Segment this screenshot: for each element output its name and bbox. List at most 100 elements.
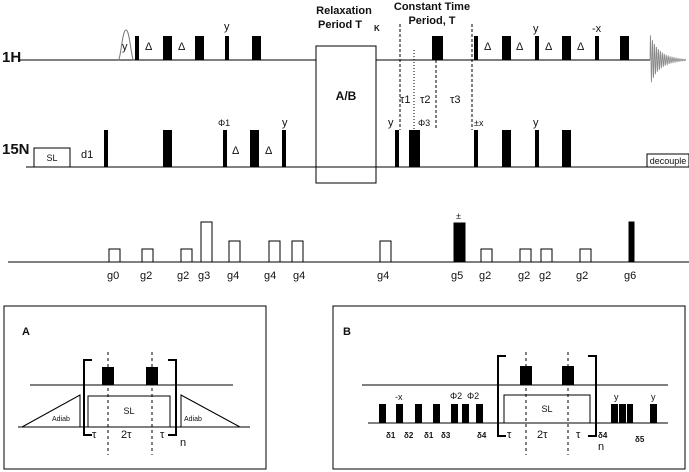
gradient-pulse-filled	[453, 222, 466, 263]
gradient-pm-label: ±	[456, 211, 461, 221]
panel-b-delta: δ1	[386, 431, 396, 440]
gradient-label: g2	[576, 270, 588, 282]
panel-b-n-pulse	[415, 404, 422, 423]
panel-b-n-pulse	[627, 404, 633, 423]
gradient-label: g2	[479, 270, 491, 282]
gradient-pulse	[519, 248, 532, 263]
panel-b-n-pulse	[611, 404, 618, 423]
h1-delta: Δ	[178, 41, 186, 53]
h1-pulse-90	[474, 36, 478, 60]
gradient-label: g4	[264, 270, 276, 282]
gradient-pulse	[180, 248, 193, 263]
gradient-label: g2	[539, 270, 551, 282]
n15-phase-y-b: y	[388, 117, 394, 129]
decouple-label: decouple	[650, 156, 687, 166]
n15-delta: Δ	[265, 145, 273, 157]
tau-1: τ1	[400, 94, 410, 106]
panel-b-y2: y	[651, 392, 656, 402]
h1-pulse-180	[252, 36, 261, 60]
gradient-pulse	[291, 240, 304, 263]
n15-pulse-180	[409, 130, 420, 167]
panel-b-delta: δ2	[404, 431, 414, 440]
panel-b-n-pulse	[462, 404, 469, 423]
n15-pulse-90	[282, 130, 286, 167]
panel-b-bracket-left	[497, 355, 506, 437]
relaxation-title-1: Relaxation	[316, 5, 372, 17]
h1-delta: Δ	[545, 41, 553, 53]
panel-a: A SL Adiab Adiab τ 2τ τ n	[3, 305, 267, 470]
h1-phase-minus-x: -x	[592, 23, 602, 35]
panel-b-tau-right: τ	[576, 429, 581, 441]
fid-signal	[649, 35, 687, 83]
panel-a-spin-lock	[87, 395, 171, 428]
panel-b-h-pulse	[562, 366, 574, 385]
panel-b-title: B	[343, 326, 351, 338]
panel-b-sl-label: SL	[541, 404, 552, 414]
gradient-label: g4	[377, 270, 389, 282]
gradient-label: g2	[177, 270, 189, 282]
gradient-pulse	[579, 248, 592, 263]
relaxation-subscript: K	[374, 24, 380, 33]
panel-b-n-pulse	[650, 404, 657, 423]
h1-phase-y2: y	[224, 21, 230, 33]
h1-pulse-90	[535, 36, 539, 60]
h1-phase-y3: y	[533, 23, 539, 35]
n15-pulse-180	[163, 130, 172, 167]
n15-pulse-90	[395, 130, 399, 167]
panel-b-frame	[332, 305, 686, 470]
gradient-label: g5	[451, 270, 463, 282]
h1-selective-pulse	[117, 29, 135, 61]
h1-pulse-90	[135, 36, 139, 60]
n15-channel-label: 15N	[2, 141, 30, 158]
panel-b-tau-left: τ	[507, 429, 512, 441]
panel-b-delta: δ1	[424, 431, 434, 440]
gradient-channel: ± g0 g2 g2 g3 g4 g4 g4 g4 g5 g2 g2 g2 g2…	[8, 211, 689, 282]
panel-a-two-tau: 2τ	[121, 429, 132, 441]
gradient-pulse	[540, 248, 553, 263]
panel-a-adiab-label-right: Adiab	[184, 416, 202, 423]
h1-pulse-180	[502, 36, 511, 60]
h1-pulse-180	[562, 36, 571, 60]
relaxation-block-label: A/B	[336, 89, 357, 103]
h1-delta: Δ	[145, 41, 153, 53]
n15-pulse-180	[250, 130, 259, 167]
gradient-label: g3	[198, 270, 210, 282]
panel-a-adiab-ramp-left	[21, 394, 81, 428]
panel-b-n-label: n	[598, 441, 604, 453]
decouple-box	[646, 153, 689, 168]
h1-channel-label: 1H	[2, 49, 21, 66]
panel-b-bracket-right	[588, 355, 597, 437]
panel-b-phi2a: Φ2	[450, 391, 462, 401]
panel-b-n-pulse	[619, 404, 626, 423]
h1-delta: Δ	[577, 41, 585, 53]
gradient-pulse	[228, 240, 241, 263]
phi1-label: Φ1	[218, 118, 230, 128]
panel-b-delta: δ5	[635, 435, 645, 444]
n15-channel: 15N SL d1 Φ1 y Δ Δ y Φ3 ±x y decouple	[2, 117, 689, 168]
panel-b-n-pulse	[379, 404, 386, 423]
constant-time-title-1: Constant Time	[394, 1, 470, 13]
panel-b-phi2b: Φ2	[467, 391, 479, 401]
h1-pulse-90	[225, 36, 229, 60]
h1-pulse-180	[620, 36, 629, 60]
gradient-label: g2	[518, 270, 530, 282]
panel-b-delta: δ4	[598, 431, 608, 440]
panel-b-n-pulse	[396, 404, 403, 423]
spin-lock-box	[33, 147, 71, 168]
gradient-pulse	[379, 240, 392, 263]
h1-pulse-90	[595, 36, 599, 60]
gradient-pulse	[480, 248, 493, 263]
h1-pulse-180	[195, 36, 204, 60]
phi3-label: Φ3	[418, 118, 430, 128]
tau-3: τ3	[450, 94, 460, 106]
panel-b-n-pulse	[451, 404, 458, 423]
n15-pulse-90	[223, 130, 227, 167]
n15-pulse-180	[502, 130, 511, 167]
gradient-pulse	[141, 248, 154, 263]
panel-b-n-pulse	[476, 404, 483, 423]
d1-label: d1	[81, 149, 93, 161]
gradient-pulse	[268, 240, 281, 263]
panel-a-adiab-label-left: Adiab	[52, 416, 70, 423]
panel-b-n-pulse	[433, 404, 440, 423]
panel-a-tau-left: τ	[92, 429, 97, 441]
